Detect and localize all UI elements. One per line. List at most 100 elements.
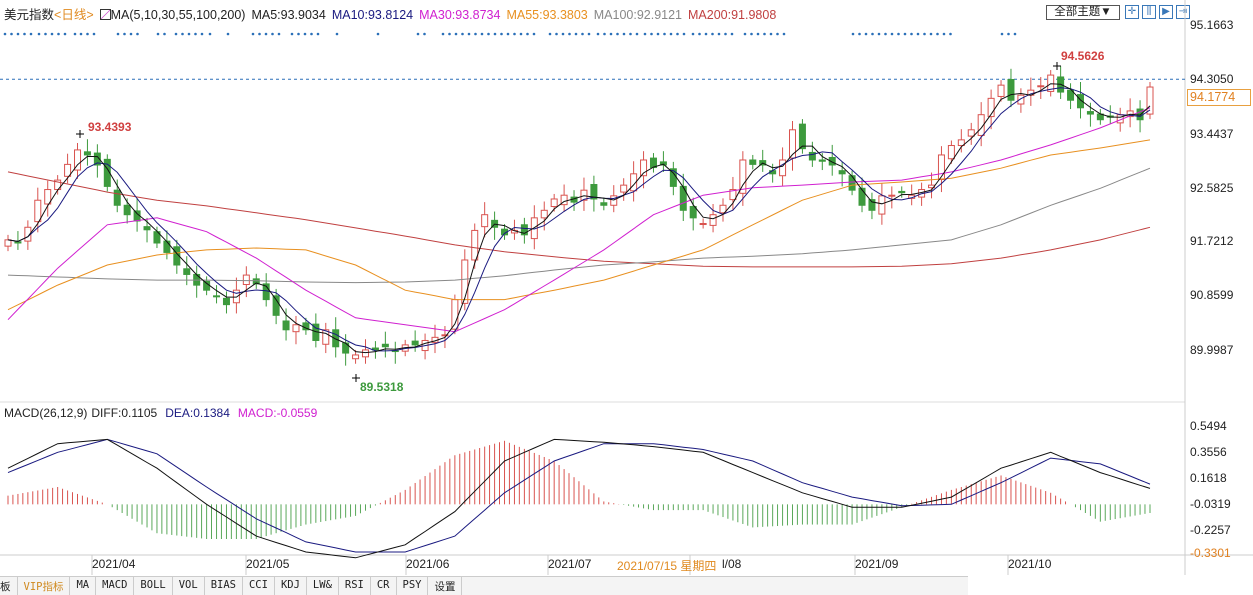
x-tick: 2021/09	[855, 557, 899, 571]
tab-board[interactable]: 板	[0, 577, 18, 595]
event-marker	[884, 32, 887, 36]
chart-header: 美元指数<日线> MA(5,10,30,55,100,200) MA5:93.903…	[4, 4, 782, 23]
macd-tick: 0.3556	[1190, 445, 1227, 459]
candle-up	[987, 97, 995, 118]
candle-down	[590, 184, 598, 200]
event-marker	[86, 32, 89, 36]
candle-down	[93, 152, 101, 166]
event-marker	[310, 32, 313, 36]
tab-kdj[interactable]: KDJ	[275, 577, 307, 595]
ma5-value: MA5:93.9034	[251, 8, 326, 22]
exit-icon[interactable]: ⇥	[1176, 5, 1190, 19]
candle-down	[798, 123, 806, 150]
x-tick: 2021/05	[246, 557, 290, 571]
ma5-line	[7, 83, 1151, 354]
candle-up	[580, 189, 588, 201]
candle-up	[729, 189, 737, 201]
event-marker	[156, 32, 160, 36]
high-annotation: 94.5626	[1061, 49, 1105, 63]
dea-value: DEA:0.1384	[165, 406, 230, 420]
candle-up	[620, 184, 628, 193]
candle-down	[689, 206, 697, 219]
candle-up	[997, 84, 1005, 97]
candle-up	[4, 239, 12, 247]
event-marker	[50, 32, 54, 36]
ma10-value: MA10:93.8124	[331, 8, 414, 22]
event-marker	[782, 32, 786, 36]
current-price-label: 94.1774	[1187, 89, 1251, 106]
candle-down	[272, 295, 280, 316]
tab-macd[interactable]: MACD	[96, 577, 135, 595]
candle-up	[540, 209, 548, 219]
event-marker	[622, 32, 626, 36]
candle-down	[749, 159, 757, 165]
event-marker	[949, 32, 952, 36]
ma200-value: MA200:91.9808	[688, 8, 777, 22]
tab-vip[interactable]: VIP指标	[18, 577, 71, 595]
candle-up	[64, 163, 72, 177]
candle-down	[163, 240, 171, 253]
event-marker	[1000, 32, 1004, 36]
event-marker	[316, 32, 320, 36]
event-marker	[568, 32, 571, 36]
candle-down	[600, 202, 608, 206]
event-marker	[526, 32, 529, 36]
candle-down	[381, 343, 389, 348]
crosshair-icon[interactable]: ✛	[1125, 5, 1139, 19]
price-tick: 94.3050	[1190, 72, 1234, 86]
ma10-line	[7, 87, 1151, 352]
event-marker	[743, 32, 747, 36]
theme-dropdown[interactable]: 全部主题▼	[1046, 5, 1120, 20]
candle-down	[848, 175, 856, 191]
candle-down	[113, 189, 121, 206]
tab-vol[interactable]: VOL	[173, 577, 205, 595]
event-marker	[376, 32, 380, 36]
event-marker	[763, 32, 766, 36]
play-forward-icon[interactable]: ▶	[1159, 5, 1173, 19]
candle-up	[779, 159, 787, 177]
event-marker	[500, 32, 503, 36]
candle-down	[818, 159, 826, 162]
event-marker	[506, 32, 510, 36]
candle-down	[868, 199, 876, 211]
tab-bias[interactable]: BIAS	[205, 577, 243, 595]
event-marker	[513, 32, 516, 36]
tab-settings[interactable]: 设置	[428, 577, 463, 595]
event-marker	[461, 32, 464, 36]
tab-ma[interactable]: MA	[70, 577, 97, 595]
candle-down	[808, 151, 816, 161]
tab-cr[interactable]: CR	[371, 577, 397, 595]
zoom-bar-icon[interactable]: ⫼	[1142, 5, 1156, 19]
tab-boll[interactable]: BOLL	[134, 577, 173, 595]
event-marker	[903, 32, 907, 36]
candle-up	[1146, 86, 1154, 115]
macd-tick: -0.0319	[1190, 497, 1231, 511]
period-selector[interactable]: <日线>	[54, 8, 94, 22]
event-marker	[548, 32, 552, 36]
event-marker	[116, 32, 120, 36]
candle-up	[232, 289, 240, 304]
event-marker	[123, 32, 126, 36]
tab-rsi[interactable]: RSI	[339, 577, 371, 595]
candle-up	[709, 214, 717, 226]
event-marker	[10, 32, 13, 36]
candle-up	[719, 204, 727, 214]
ma30-value: MA30:93.8734	[419, 8, 501, 22]
tab-psy[interactable]: PSY	[397, 577, 429, 595]
event-marker	[416, 32, 420, 36]
candle-up	[1126, 110, 1134, 118]
candle-up	[1017, 94, 1025, 105]
event-marker	[574, 32, 578, 36]
ma-settings-icon[interactable]	[99, 9, 111, 20]
price-tick: 92.5825	[1190, 181, 1234, 195]
event-marker	[79, 32, 83, 36]
event-marker	[851, 32, 855, 36]
price-tick: 95.1663	[1190, 18, 1234, 32]
event-marker	[609, 32, 613, 36]
event-marker	[174, 32, 178, 36]
candle-up	[441, 334, 449, 337]
tab-cci[interactable]: CCI	[243, 577, 275, 595]
candle-up	[610, 195, 618, 206]
tab-lw[interactable]: LW&	[307, 577, 339, 595]
